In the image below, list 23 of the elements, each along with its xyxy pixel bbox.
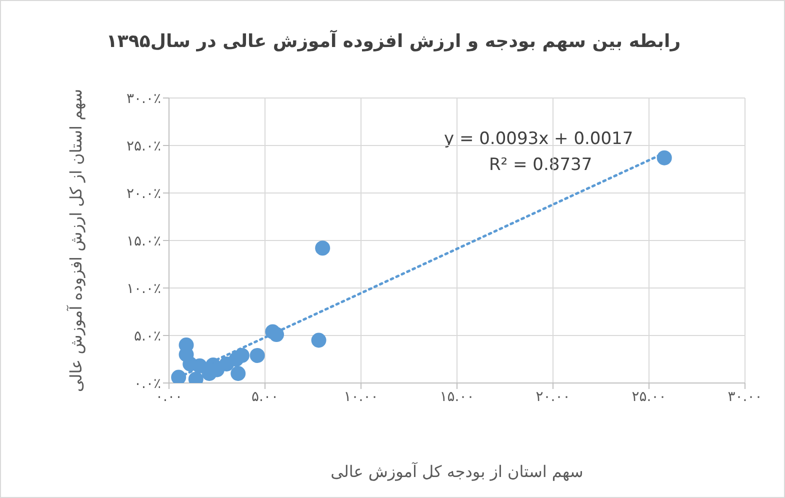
y-tick-label: ۱۵.۰٪ (126, 233, 161, 250)
x-tick-label: ۵.۰۰ (251, 388, 279, 405)
y-tick-label: ۲۵.۰٪ (126, 138, 161, 154)
point (230, 366, 246, 381)
x-tick-label: ۲۰.۰۰ (536, 388, 570, 405)
x-tick-label: ۱۰.۰۰ (344, 388, 378, 405)
x-tick-label: ۲۵.۰۰ (632, 388, 666, 405)
y-tick-label: ۵.۰٪ (134, 328, 161, 344)
point (311, 332, 326, 348)
y-tick-label: ۱۰.۰٪ (126, 280, 161, 297)
y-tick-label: ۳۰.۰٪ (126, 90, 161, 107)
point (656, 150, 672, 166)
x-axis-title: سهم استان از بودجه کل آموزش عالی (330, 461, 584, 481)
annotation: R² = 0.8737 (489, 155, 592, 175)
point (315, 240, 330, 256)
point (250, 348, 265, 363)
point (234, 348, 250, 363)
y-axis-title: سهم استان از کل ارزش افزوده آموزش عالی (66, 89, 86, 392)
x-tick-label: ۳۰.۰۰ (728, 388, 762, 405)
point (171, 370, 186, 383)
y-tick-label: ۲۰.۰٪ (126, 186, 161, 202)
chart-title: رابطه بین سهم بودجه و ارزش افزوده آموزش عالی در سال۱۳۹۵ (105, 31, 682, 52)
x-tick-label: ۱۵.۰۰ (440, 388, 474, 405)
